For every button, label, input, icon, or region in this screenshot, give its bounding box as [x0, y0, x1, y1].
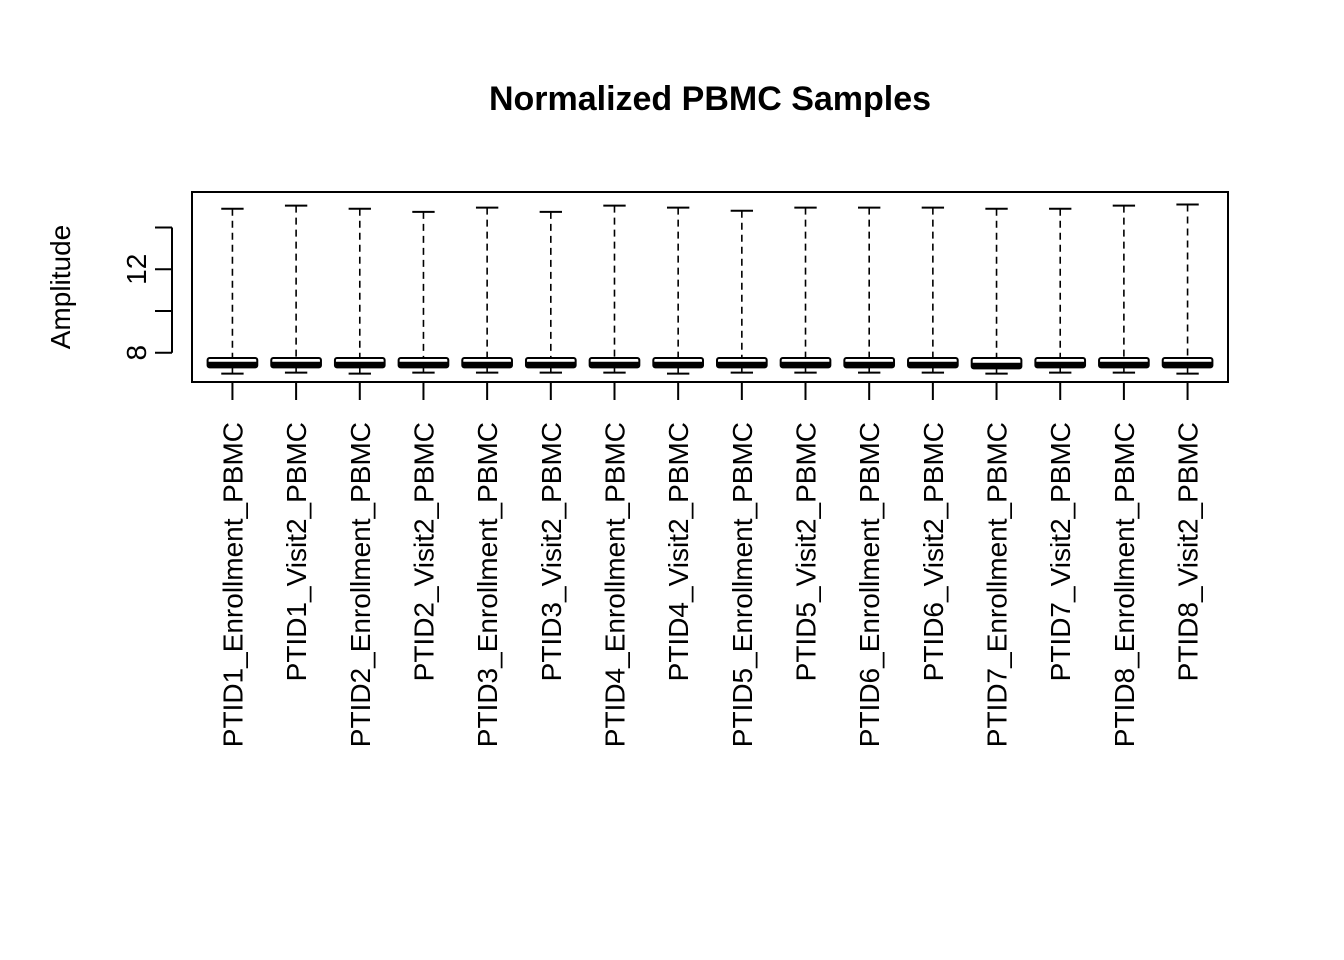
y-axis-label: Amplitude: [45, 225, 76, 350]
box-7: [588, 204, 641, 374]
plot-frame: [191, 191, 1229, 383]
box-15: [1098, 204, 1150, 374]
y-tick-label: 12: [121, 254, 152, 285]
box-12: [907, 206, 959, 374]
y-tick-label: 8: [121, 345, 152, 361]
boxes: [206, 203, 1214, 375]
x-tick-label: PTID5_Enrollment_PBMC: [727, 422, 758, 747]
x-tick-label: PTID6_Visit2_PBMC: [918, 422, 949, 681]
x-tick-label: PTID1_Visit2_PBMC: [281, 422, 312, 681]
box-8: [652, 206, 704, 375]
y-axis: 8 12: [121, 226, 173, 361]
box-6: [524, 210, 577, 374]
box-5: [461, 206, 513, 374]
x-tick-label: PTID7_Enrollment_PBMC: [982, 422, 1013, 747]
x-tick-label: PTID8_Enrollment_PBMC: [1109, 422, 1140, 747]
x-tick-label: PTID7_Visit2_PBMC: [1045, 422, 1076, 681]
box-3: [333, 207, 386, 375]
x-tick-label: PTID4_Visit2_PBMC: [663, 422, 694, 681]
box-16: [1161, 203, 1214, 375]
box-13: [970, 207, 1023, 375]
x-tick-label: PTID3_Enrollment_PBMC: [472, 422, 503, 747]
chart-title: Normalized PBMC Samples: [489, 80, 931, 118]
x-tick-label: PTID1_Enrollment_PBMC: [217, 422, 248, 747]
box-2: [270, 204, 322, 374]
box-14: [1034, 207, 1087, 374]
box-4: [397, 210, 450, 374]
x-tick-label: PTID8_Visit2_PBMC: [1173, 422, 1204, 681]
x-tick-label: PTID2_Visit2_PBMC: [408, 422, 439, 681]
x-axis: PTID1_Enrollment_PBMC PTID1_Visit2_PBMC PT…: [217, 381, 1204, 747]
x-tick-label: PTID2_Enrollment_PBMC: [345, 422, 376, 747]
box-10: [779, 206, 832, 374]
box-1: [206, 207, 259, 375]
box-11: [843, 206, 896, 374]
x-tick-label: PTID3_Visit2_PBMC: [536, 422, 567, 681]
x-tick-label: PTID5_Visit2_PBMC: [791, 422, 822, 681]
x-tick-label: PTID6_Enrollment_PBMC: [854, 422, 885, 747]
box-9: [716, 209, 768, 374]
x-tick-label: PTID4_Enrollment_PBMC: [599, 422, 630, 747]
